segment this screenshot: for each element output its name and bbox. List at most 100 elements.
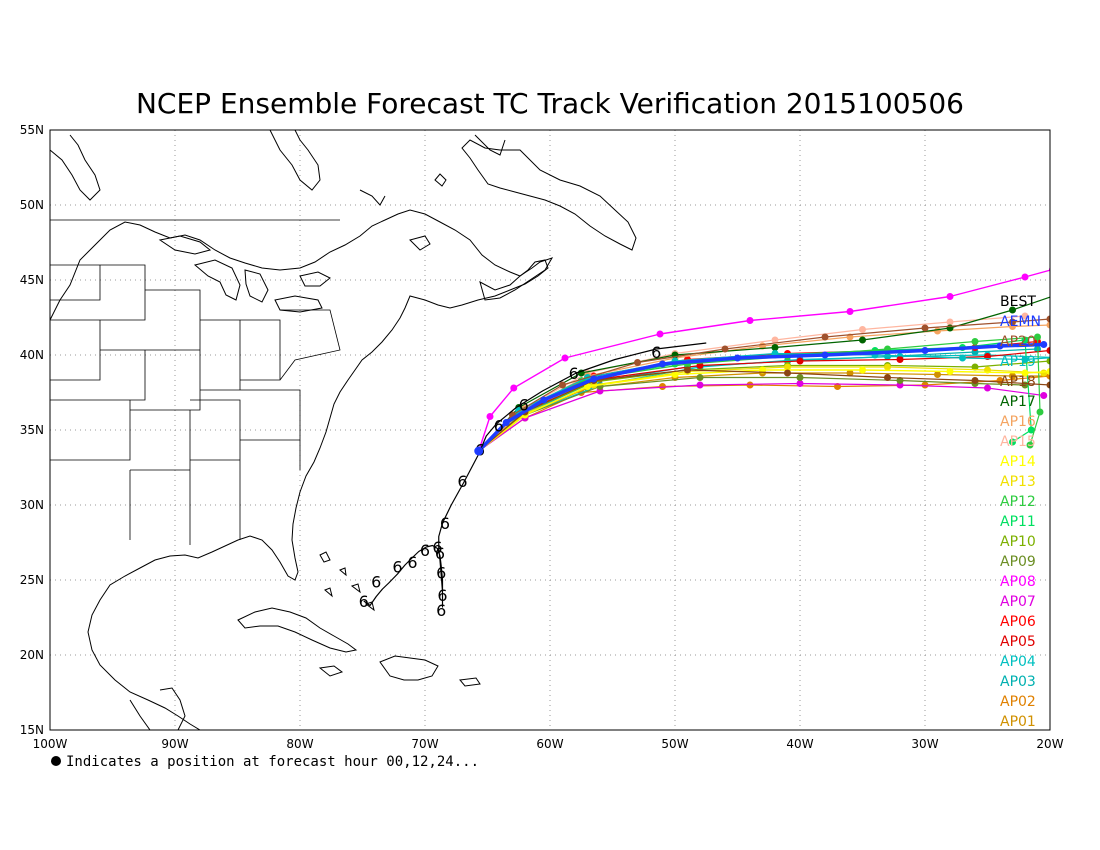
canada-north-coastline [50, 130, 637, 251]
forecast-position-dot [796, 357, 804, 365]
forecast-position-dot [590, 375, 598, 383]
great-lakes [158, 235, 331, 313]
forecast-position-dot [561, 354, 569, 362]
hurricane-symbol-icon: 6 [435, 544, 445, 563]
lon-tick-label: 70W [411, 737, 438, 751]
hurricane-symbol-icon: 6 [569, 364, 579, 383]
legend-entry-aemn: AEMN [1000, 314, 1041, 330]
forecast-position-dot [996, 342, 1004, 350]
legend-entry-ap03: AP03 [1000, 674, 1036, 690]
puerto-rico-coastline [459, 677, 481, 687]
ensemble-track-ap14 [478, 366, 1050, 452]
legend-entry-ap04: AP04 [1000, 654, 1036, 670]
forecast-position-dot [796, 380, 804, 387]
legend-entry-ap01: AP01 [1000, 714, 1036, 730]
forecast-position-dot [1046, 357, 1050, 365]
forecast-position-dot [784, 363, 791, 371]
initial-position-dot [474, 446, 484, 456]
forecast-position-dot [934, 327, 941, 335]
map-title: NCEP Ensemble Forecast TC Track Verifica… [136, 87, 964, 120]
bahamas-islands [319, 551, 375, 612]
forecast-position-dot [971, 377, 979, 384]
forecast-position-dot [859, 336, 866, 344]
forecast-position-dot [1027, 426, 1035, 434]
track-line [477, 342, 1044, 453]
hispaniola-coastline [379, 655, 439, 681]
legend-entry-ap10: AP10 [1000, 534, 1036, 550]
forecast-position-dot [746, 381, 754, 389]
ensemble-tracks-layer [477, 267, 1050, 453]
forecast-position-dot-icon [51, 756, 61, 766]
maritimes-coastline [479, 257, 554, 301]
forecast-position-dot [746, 317, 754, 324]
lat-tick-label: 50N [20, 198, 44, 212]
forecast-position-dot [1021, 356, 1029, 363]
lon-tick-label: 50W [661, 737, 688, 751]
hurricane-symbol-icon: 6 [359, 592, 369, 611]
hurricane-symbol-icon: 6 [519, 396, 529, 415]
forecast-position-dot [821, 333, 829, 341]
forecast-position-dot [821, 351, 829, 359]
forecast-position-dot [1021, 312, 1029, 320]
forecast-position-dot [559, 381, 566, 389]
forecast-position-dot [846, 369, 854, 377]
lat-tick-label: 15N [20, 723, 44, 737]
hurricane-symbol-icon: 6 [436, 601, 446, 620]
forecast-position-dot [1046, 321, 1050, 329]
legend-entry-ap09: AP09 [1000, 554, 1036, 570]
forecast-position-dot [946, 318, 954, 326]
forecast-position-dot [859, 326, 866, 333]
map-frame [49, 129, 1051, 731]
forecast-position-dot [896, 377, 904, 384]
legend-entry-ap11: AP11 [1000, 514, 1036, 530]
forecast-position-dot [859, 366, 866, 374]
forecast-position-dot [510, 384, 518, 392]
forecast-position-dot [502, 419, 510, 426]
forecast-position-dot [721, 345, 729, 353]
central-america-coastline [129, 687, 186, 730]
forecast-position-dot [846, 308, 854, 315]
forecast-position-dot [1040, 392, 1048, 399]
lon-tick-label: 20W [1036, 737, 1063, 751]
legend-entry-ap06: AP06 [1000, 614, 1036, 630]
hurricane-symbol-icon: 6 [437, 586, 447, 605]
legend-entry-ap15: AP15 [1000, 434, 1036, 450]
cuba-coastline [237, 607, 358, 653]
forecast-position-dot [921, 347, 929, 354]
forecast-position-dot [1046, 368, 1050, 375]
longitude-tick-labels: 100W 90W 80W 70W 60W 50W 40W 30W 20W [33, 737, 1064, 751]
forecast-position-dot [684, 366, 691, 374]
forecast-position-dot [1036, 408, 1044, 416]
lat-tick-label: 30N [20, 498, 44, 512]
forecast-position-dot [671, 371, 679, 378]
forecast-position-dot [486, 413, 494, 420]
footnote-text: Indicates a position at forecast hour 00… [66, 754, 479, 770]
lat-tick-label: 40N [20, 348, 44, 362]
legend-entry-ap07: AP07 [1000, 594, 1036, 610]
ensemble-track-aemn [477, 341, 1048, 453]
legend-entry-ap13: AP13 [1000, 474, 1036, 490]
lat-tick-label: 25N [20, 573, 44, 587]
hurricane-symbol-icon: 6 [420, 541, 430, 560]
forecast-position-dot [1009, 438, 1016, 446]
lon-tick-label: 40W [786, 737, 813, 751]
forecast-position-dot [959, 354, 966, 362]
forecast-position-dot [1021, 369, 1029, 377]
lat-tick-label: 45N [20, 273, 44, 287]
hurricane-symbol-icon: 6 [432, 538, 442, 557]
forecast-position-dot [1009, 318, 1016, 326]
forecast-position-dot [971, 338, 979, 345]
lat-tick-label: 20N [20, 648, 44, 662]
ensemble-track-ap08 [478, 267, 1050, 452]
north-america-coastline [50, 209, 549, 730]
legend-entry-ap14: AP14 [1000, 454, 1036, 470]
forecast-position-dot [946, 293, 954, 300]
hurricane-symbol-icon: 6 [494, 417, 504, 436]
forecast-position-dot [1046, 315, 1050, 323]
legend-entry-ap12: AP12 [1000, 494, 1036, 510]
forecast-position-dot [934, 371, 941, 378]
latitude-tick-labels: 55N 50N 45N 40N 35N 30N 25N 20N 15N [20, 123, 44, 737]
forecast-position-dot [659, 360, 666, 368]
